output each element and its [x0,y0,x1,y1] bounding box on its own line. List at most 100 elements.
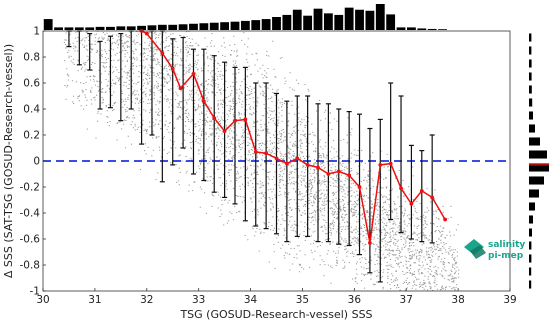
right-histogram-bar [529,241,532,250]
y-tick-label: 0 [33,156,40,168]
median-point [243,117,248,122]
y-tick-label: 0.2 [23,130,40,142]
median-point [409,202,414,206]
median-point [144,31,149,36]
median-point [305,163,310,167]
right-histogram-bar [529,59,532,68]
y-tick-label: 0.6 [23,78,40,90]
y-axis-ticks: 1 0.8 0.6 0.4 0.2 0 -0.2 -0.4 -0.6 -0.8 -1 [20,26,46,298]
top-histogram-bar [240,20,250,30]
top-histogram-bar [178,24,188,30]
right-histogram-bar [529,176,544,185]
right-histogram-bar [529,163,549,172]
top-histogram-bar [272,17,281,30]
median-point [178,86,183,91]
error-bar [274,92,279,235]
median-point [191,72,196,76]
y-tick-label: 0.4 [23,104,40,116]
median-point [326,172,331,176]
scatter-cloud [63,30,460,292]
median-point [222,129,227,134]
scatter-points [63,30,460,292]
error-bar [211,55,217,193]
salinity-pi-mep-logo: salinity pi-mep [464,239,525,261]
error-bar [232,66,238,205]
right-histogram-bar [529,33,532,42]
top-histogram-bar [220,22,230,30]
error-bar [253,82,259,227]
top-histogram-bar [375,4,385,30]
error-bar [367,127,373,274]
error-bar [107,35,113,109]
top-histogram-bar [261,19,271,30]
top-histogram-bar [386,14,396,30]
x-axis-label: TSG (GOSUD-Research-vessel) SSS [179,308,372,321]
median-point [233,118,237,123]
right-histogram-bar [529,137,540,146]
top-histogram-bar [126,26,136,30]
logo-icon [464,239,486,259]
error-bar [408,144,414,240]
median-point [160,51,165,55]
top-histogram-bar [396,27,406,30]
top-histogram-bar [157,24,167,30]
logo-line1: salinity [488,240,525,250]
error-bar [429,134,435,244]
right-histogram-bar [529,46,532,55]
error-bar [398,95,404,234]
error-bar [201,48,207,182]
right-histogram-bar [529,189,539,198]
top-histogram-bar [417,28,427,30]
top-histogram-bar [355,9,364,30]
error-bar [377,118,383,283]
top-histogram-bar [43,19,53,30]
top-histogram-bar [251,20,261,30]
top-histogram-bar [323,13,333,30]
median-point [316,165,320,170]
top-histogram-bar [365,10,375,30]
median-point [443,217,448,222]
top-histogram-bar [189,23,198,30]
median-point [357,185,362,189]
error-bar [357,113,363,256]
error-bar [294,95,300,237]
y-tick-label: -0.2 [20,182,41,194]
y-axis-label: Δ SSS (SAT-TSG (GOSUD-Research-vessel)) [2,44,15,278]
x-tick-label: 32 [140,294,153,306]
x-tick-label: 36 [348,294,362,306]
y-tick-label: -0.4 [20,208,41,220]
y-tick-label: 0.8 [23,52,40,64]
x-tick-label: 37 [400,294,413,306]
top-histogram-bar [64,27,74,30]
x-tick-label: 33 [192,294,205,306]
error-bars [66,30,435,283]
top-histogram-bar [303,15,313,30]
right-histogram-bar [529,228,532,237]
top-histogram-bar [282,14,292,30]
median-point [399,186,403,191]
x-tick-label: 31 [88,294,101,306]
top-histogram-bar [230,21,240,30]
median-point [430,195,435,200]
top-histogram [43,4,447,31]
x-tick-label: 39 [503,294,516,306]
median-series-points [139,29,448,245]
right-histogram-bar [529,254,532,263]
y-tick-label: -1 [30,286,40,298]
top-histogram-bar [168,24,178,30]
right-histogram-bar [529,202,535,211]
median-point [253,150,258,154]
error-bar [180,36,186,149]
error-bar [242,66,248,222]
top-histogram-bar [427,28,437,30]
y-tick-label: 1 [33,26,40,38]
median-series-line [141,30,446,244]
top-histogram-bar [344,7,354,31]
top-histogram-bar [106,26,115,30]
error-bar [284,100,290,243]
logo-line2: pi-mep [488,251,524,261]
error-bar [315,103,321,243]
median-point [212,116,217,120]
median-point [295,156,300,161]
